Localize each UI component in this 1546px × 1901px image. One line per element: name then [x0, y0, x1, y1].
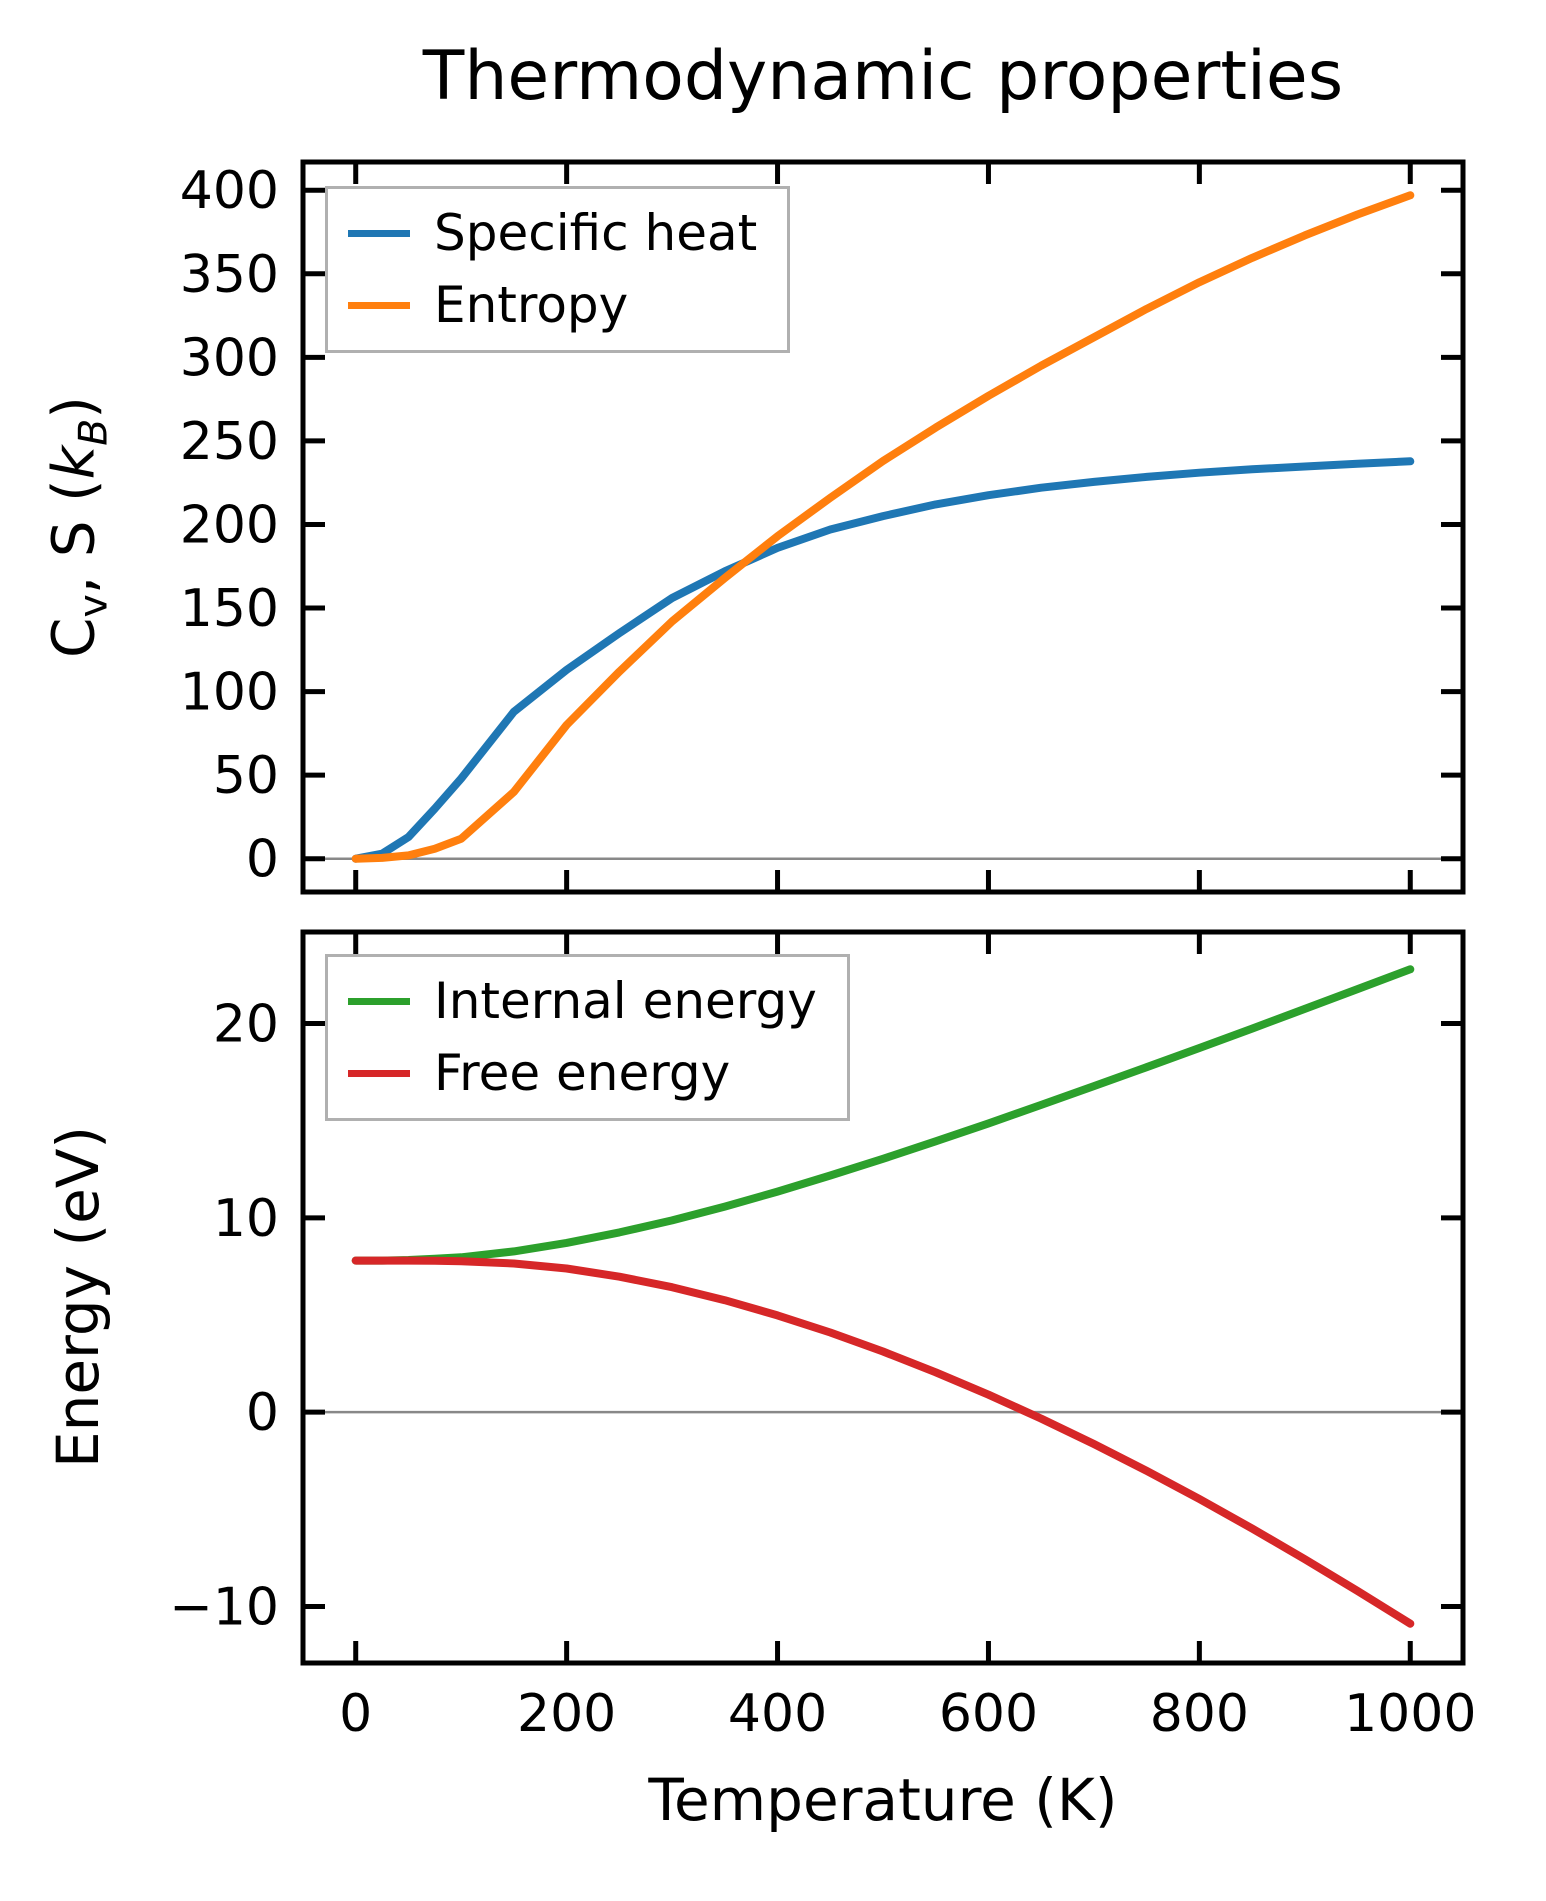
y-tick-label: 0 [246, 830, 279, 890]
legend-line-sample [348, 301, 410, 309]
y-tick-label: 200 [180, 495, 279, 555]
y-axis-label-bottom: Energy (eV) [44, 1125, 112, 1469]
x-tick-label: 200 [517, 1684, 616, 1744]
legend-line-sample [348, 230, 410, 238]
legend-line-sample [348, 998, 410, 1006]
y-axis-label-top: Cv, S (kB) [39, 396, 117, 658]
x-tick-label: 1000 [1344, 1684, 1476, 1744]
legend-line-sample [348, 1069, 410, 1077]
y-tick-label: 250 [180, 412, 279, 472]
y-tick-label: 50 [213, 746, 279, 806]
legend-label: Specific heat [434, 204, 758, 262]
legend-label: Internal energy [434, 972, 817, 1030]
legend-entry-free-energy: Free energy [348, 1043, 817, 1103]
y-tick-label: 400 [180, 161, 279, 221]
legend-entry-internal-energy: Internal energy [348, 972, 817, 1031]
y-tick-label: 150 [180, 579, 279, 639]
top-axes-spines [300, 159, 1466, 895]
legend-bottom: Internal energy Free energy [325, 954, 850, 1121]
x-tick-label: 400 [728, 1684, 827, 1744]
chart-title: Thermodynamic properties [422, 37, 1344, 116]
y-tick-label: 300 [180, 328, 279, 388]
legend-label: Entropy [434, 275, 629, 334]
y-tick-label: 350 [180, 245, 279, 305]
x-tick-label: 800 [1150, 1684, 1249, 1744]
x-axis-label: Temperature (K) [648, 1766, 1118, 1834]
x-tick-label: 0 [339, 1684, 372, 1744]
y-tick-label: −10 [169, 1577, 279, 1637]
legend-entry-entropy: Entropy [348, 275, 757, 335]
legend-top: Specific heat Entropy [325, 186, 791, 353]
curve-free-energy [351, 1256, 1415, 1628]
legend-entry-specific-heat: Specific heat [348, 204, 758, 263]
y-tick-label: 20 [213, 995, 279, 1055]
curve-specific-heat [351, 457, 1415, 863]
y-tick-label: 100 [180, 663, 279, 723]
bottom-axes-spines [300, 929, 1466, 1666]
y-tick-label: 0 [246, 1383, 279, 1443]
curve-entropy [351, 191, 1415, 863]
legend-label: Free energy [434, 1043, 731, 1102]
x-tick-label: 600 [939, 1684, 1038, 1744]
y-tick-label: 10 [213, 1189, 279, 1249]
